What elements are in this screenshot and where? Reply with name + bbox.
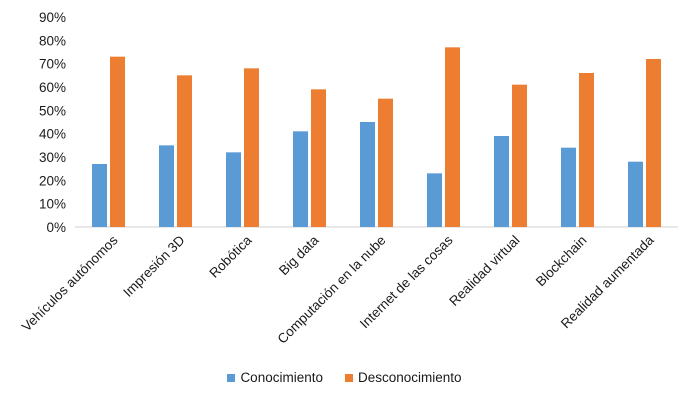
bar-desconocimiento — [311, 89, 326, 227]
legend-swatch-desconocimiento — [344, 373, 353, 382]
legend-item-conocimiento: Conocimiento — [227, 370, 323, 385]
bar-conocimiento — [92, 164, 107, 227]
bar-desconocimiento — [445, 47, 460, 228]
y-tick-label: 50% — [39, 103, 66, 118]
y-tick-label: 70% — [39, 57, 66, 72]
bar-conocimiento — [159, 145, 174, 227]
legend-swatch-conocimiento — [227, 373, 236, 382]
y-tick-label: 60% — [39, 80, 66, 95]
y-tick-label: 80% — [39, 33, 66, 48]
legend-label-desconocimiento: Desconocimiento — [357, 370, 462, 385]
bar-desconocimiento — [579, 73, 594, 227]
legend-item-desconocimiento: Desconocimiento — [344, 370, 462, 385]
bar-desconocimiento — [378, 98, 393, 228]
legend: Conocimiento Desconocimiento — [0, 370, 689, 385]
y-tick-label: 90% — [39, 10, 66, 25]
bar-conocimiento — [360, 122, 375, 227]
bar-desconocimiento — [244, 68, 259, 227]
bar-conocimiento — [561, 147, 576, 227]
legend-label-conocimiento: Conocimiento — [240, 370, 323, 385]
bar-desconocimiento — [646, 59, 661, 227]
bar-desconocimiento — [110, 56, 125, 227]
x-tick-label: Blockchain — [533, 233, 590, 290]
bar-conocimiento — [494, 136, 509, 227]
bar-conocimiento — [226, 152, 241, 227]
bar-conocimiento — [427, 173, 442, 227]
bars-group — [92, 47, 661, 228]
x-tick-label: Robótica — [206, 232, 255, 281]
x-tick-label: Vehículos autónomos — [19, 232, 121, 334]
y-tick-label: 20% — [39, 173, 66, 188]
y-tick-label: 40% — [39, 127, 66, 142]
y-tick-label: 10% — [39, 197, 66, 212]
bar-conocimiento — [628, 161, 643, 227]
y-tick-label: 0% — [46, 220, 66, 235]
x-tick-label: Realidad virtual — [446, 233, 522, 309]
x-tick-label: Computación en la nube — [275, 233, 389, 347]
y-axis-tick-labels: 0% 10% 20% 30% 40% 50% 60% 70% 80% 90% — [39, 10, 66, 235]
x-tick-label: Impresión 3D — [120, 232, 188, 300]
y-tick-label: 30% — [39, 150, 66, 165]
bar-desconocimiento — [512, 84, 527, 228]
x-axis-tick-labels: Vehículos autónomos Impresión 3D Robótica B… — [19, 232, 657, 346]
x-tick-label: Big data — [276, 232, 322, 278]
bar-conocimiento — [293, 131, 308, 227]
bar-desconocimiento — [177, 75, 192, 227]
